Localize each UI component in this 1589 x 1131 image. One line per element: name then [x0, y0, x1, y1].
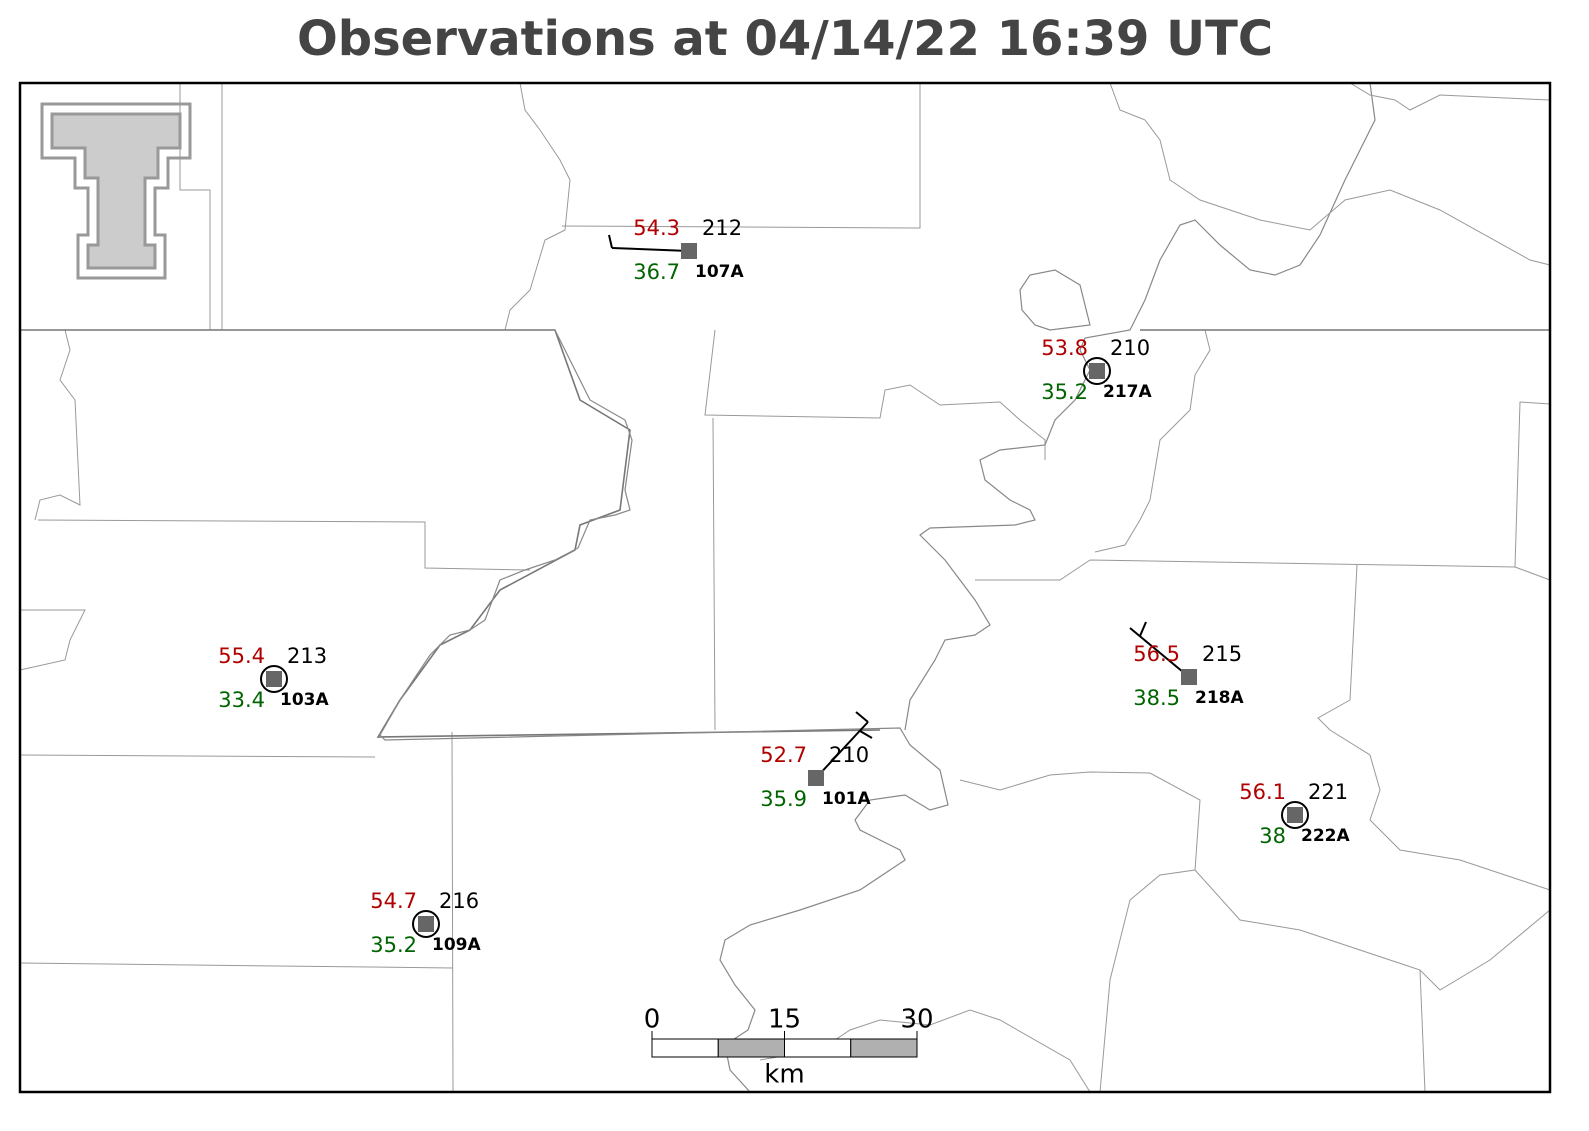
- map-frame: [18, 81, 1552, 1094]
- scale-label: 15: [768, 1005, 801, 1035]
- temperature: 55.4: [218, 644, 265, 668]
- station-marker: [1287, 807, 1303, 823]
- station-marker: [266, 671, 282, 687]
- station-id: 222A: [1301, 826, 1350, 846]
- scale-segment: [651, 1038, 719, 1058]
- station-id: 218A: [1195, 688, 1244, 708]
- temperature: 54.3: [633, 216, 680, 240]
- temperature: 52.7: [760, 743, 807, 767]
- wind-barb-flag: [1139, 621, 1147, 637]
- station-code: 212: [702, 216, 742, 240]
- wind-barb: [611, 247, 690, 252]
- title: Observations at 04/14/22 16:39 UTC: [297, 11, 1273, 67]
- station-marker: [418, 916, 434, 932]
- wind-barb-flag: [859, 730, 873, 739]
- station-code: 213: [287, 644, 327, 668]
- calm-circle: [412, 910, 440, 938]
- stations: 54.3 36.7 212 107A 53.8 35.2 210 217A 55.4 33.4 21…: [218, 216, 1350, 957]
- dewpoint: 36.7: [633, 260, 680, 284]
- station-code: 210: [829, 743, 869, 767]
- scale-segment: [850, 1038, 918, 1058]
- scale-label: 0: [644, 1005, 661, 1035]
- scale-unit: km: [764, 1060, 804, 1090]
- scale-label: 30: [900, 1005, 933, 1035]
- station-id: 217A: [1103, 382, 1152, 402]
- temperature: 56.1: [1239, 780, 1286, 804]
- scale-segment: [717, 1038, 785, 1058]
- dewpoint: 33.4: [218, 688, 265, 712]
- scale-segment: [784, 1038, 852, 1058]
- dewpoint: 38.5: [1133, 686, 1180, 710]
- logo: [40, 102, 192, 280]
- temperature: 53.8: [1041, 336, 1088, 360]
- station-code: 216: [439, 889, 479, 913]
- calm-circle: [1083, 357, 1111, 385]
- wind-barb-flag: [608, 234, 613, 249]
- station-id: 103A: [280, 690, 329, 710]
- scale-bar: 0 15 30 km: [644, 1005, 934, 1090]
- station-id: 107A: [695, 262, 744, 282]
- station-code: 215: [1202, 642, 1242, 666]
- wind-barb: [815, 721, 869, 779]
- calm-circle: [1281, 801, 1309, 829]
- wind-barb-flag: [855, 711, 869, 723]
- station-id: 101A: [822, 789, 871, 809]
- wind-barb: [1129, 627, 1190, 678]
- dewpoint: 35.2: [1041, 380, 1088, 404]
- station-code: 221: [1308, 780, 1348, 804]
- dewpoint: 35.2: [370, 933, 417, 957]
- station-marker: [681, 243, 697, 259]
- station-marker: [1181, 669, 1197, 685]
- station-id: 109A: [432, 935, 481, 955]
- dewpoint: 35.9: [760, 787, 807, 811]
- station-marker: [808, 770, 824, 786]
- dewpoint: 38: [1259, 824, 1286, 848]
- calm-circle: [260, 665, 288, 693]
- temperature: 54.7: [370, 889, 417, 913]
- basemap: [19, 82, 1551, 1093]
- temperature: 56.5: [1133, 642, 1180, 666]
- station-marker: [1089, 363, 1105, 379]
- station-code: 210: [1110, 336, 1150, 360]
